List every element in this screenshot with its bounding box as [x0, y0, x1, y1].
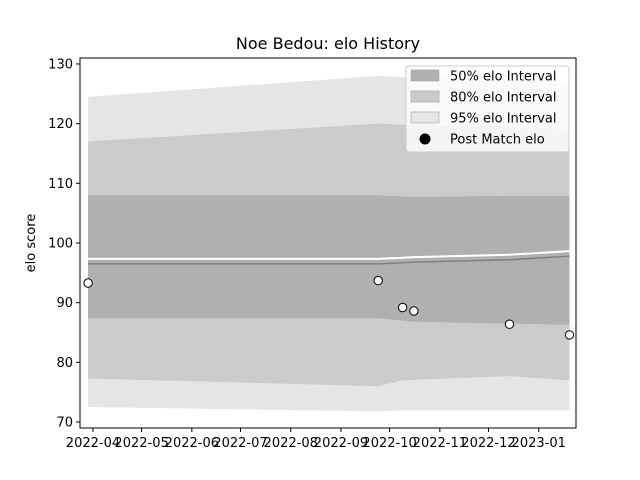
legend-item-band95-swatch [410, 111, 440, 124]
band-50 [88, 195, 570, 325]
x-tick-label: 2022-09 [314, 436, 368, 451]
y-tick-label: 80 [56, 356, 73, 371]
post-match-point [397, 302, 408, 313]
x-tick-label: 2022-05 [114, 436, 168, 451]
mean-lines [88, 250, 570, 265]
y-tick-label: 100 [48, 237, 73, 252]
x-tick-label: 2022-11 [413, 436, 467, 451]
y-tick-label: 130 [48, 57, 73, 72]
y-tick-label: 70 [56, 416, 73, 431]
x-tick-label: 2022-06 [165, 436, 219, 451]
legend-box [405, 65, 570, 153]
x-tick-label: 2022-10 [362, 436, 416, 451]
x-tick-label: 2022-07 [213, 436, 267, 451]
post-match-point [409, 306, 419, 316]
legend-item-post-match-swatch [419, 133, 431, 145]
x-tick-label: 2022-08 [264, 436, 318, 451]
legend-item-band50-label: 50% elo Interval [450, 70, 557, 85]
chart-title: Noe Bedou: elo History [236, 34, 420, 53]
interval-bands [88, 75, 570, 412]
legend: 50% elo Interval 80% elo Interval 95% elo … [405, 65, 570, 153]
y-tick-label: 110 [48, 177, 73, 192]
legend-item-band95-label: 95% elo Interval [450, 112, 557, 127]
legend-item-band80-label: 80% elo Interval [450, 91, 557, 106]
x-axis: 2022-042022-052022-062022-072022-082022-… [66, 428, 566, 451]
legend-item-post-match-label: Post Match elo [450, 133, 545, 148]
post-match-point [83, 278, 93, 288]
post-match-points [83, 275, 575, 340]
post-match-point [564, 330, 575, 340]
legend-item-band80-swatch [410, 90, 440, 103]
post-match-point [373, 275, 383, 286]
legend-item-band50-swatch [410, 69, 440, 82]
post-match-point [504, 319, 515, 329]
y-axis-label: elo score [24, 214, 39, 273]
x-tick-label: 2022-12 [461, 436, 515, 451]
mean-elo-line [88, 255, 570, 265]
y-tick-label: 120 [48, 117, 73, 132]
x-tick-label: 2023-01 [512, 436, 566, 451]
y-axis: 70 80 90 100 110 120 130 [48, 57, 80, 431]
y-tick-label: 90 [56, 296, 73, 311]
x-tick-label: 2022-04 [66, 436, 120, 451]
mean-highlight-line [88, 250, 570, 260]
